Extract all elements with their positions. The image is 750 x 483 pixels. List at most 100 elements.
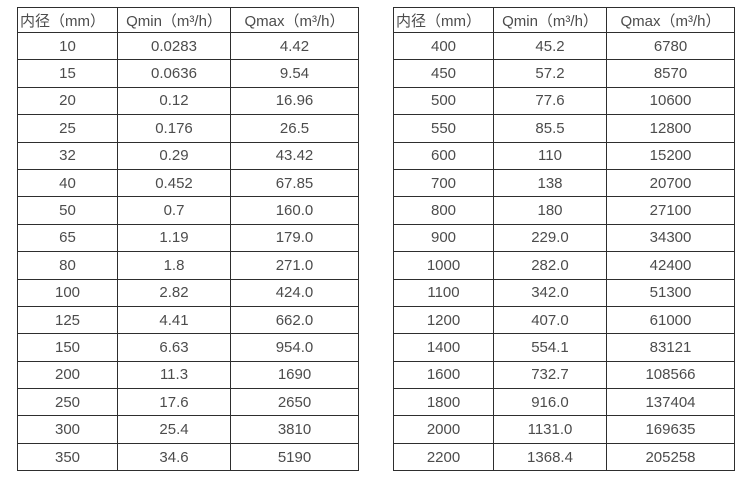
table-header-row: 内径（mm） Qmin（m³/h） Qmax（m³/h）: [17, 7, 359, 33]
cell-qmax: 83121: [606, 333, 735, 362]
cell-qmax: 27100: [606, 196, 735, 225]
table-row: 550 85.5 12800: [393, 114, 735, 143]
cell-diam: 100: [17, 278, 118, 307]
cell-diam: 400: [393, 31, 494, 61]
cell-qmin: 1368.4: [493, 442, 607, 472]
cell-diam: 300: [17, 415, 118, 444]
cell-qmin: 4.41: [117, 305, 231, 335]
cell-diam: 20: [17, 86, 118, 116]
cell-diam: 500: [393, 86, 494, 116]
cell-diam: 1800: [393, 388, 494, 417]
table-row: 10 0.0283 4.42: [17, 31, 359, 61]
cell-diam: 2000: [393, 415, 494, 444]
table-row: 800 180 27100: [393, 196, 735, 225]
cell-qmin: 1.8: [117, 251, 231, 280]
cell-qmax: 205258: [606, 442, 735, 472]
table-row: 50 0.7 160.0: [17, 196, 359, 225]
cell-qmax: 662.0: [230, 305, 359, 335]
cell-qmin: 0.452: [117, 168, 231, 198]
table-row: 300 25.4 3810: [17, 415, 359, 444]
cell-qmax: 2650: [230, 388, 359, 417]
table-row: 1800 916.0 137404: [393, 388, 735, 417]
cell-qmax: 424.0: [230, 278, 359, 307]
cell-qmax: 954.0: [230, 333, 359, 362]
table-row: 350 34.6 5190: [17, 442, 359, 472]
cell-qmax: 43.42: [230, 141, 359, 170]
table-header-left: 内径（mm） Qmin（m³/h） Qmax（m³/h）: [17, 7, 359, 33]
cell-qmax: 271.0: [230, 251, 359, 280]
cell-qmax: 160.0: [230, 196, 359, 225]
table-row: 900 229.0 34300: [393, 223, 735, 253]
table-row: 500 77.6 10600: [393, 86, 735, 116]
cell-diam: 15: [17, 59, 118, 88]
table-row: 1400 554.1 83121: [393, 333, 735, 362]
cell-diam: 900: [393, 223, 494, 253]
cell-qmin: 138: [493, 168, 607, 198]
flow-rate-tables-page: 内径（mm） Qmin（m³/h） Qmax（m³/h） 10 0.0283 4.42 1…: [17, 7, 735, 472]
table-body-right: 400 45.2 6780 450 57.2 8570 500 77.6 10600 550 85.…: [393, 31, 735, 472]
cell-qmin: 110: [493, 141, 607, 170]
cell-diam: 80: [17, 251, 118, 280]
cell-qmax: 8570: [606, 59, 735, 88]
table-row: 1200 407.0 61000: [393, 305, 735, 335]
table-row: 25 0.176 26.5: [17, 114, 359, 143]
table-row: 2000 1131.0 169635: [393, 415, 735, 444]
header-cell-qmax: Qmax（m³/h）: [230, 7, 359, 33]
cell-qmin: 11.3: [117, 360, 231, 390]
cell-diam: 150: [17, 333, 118, 362]
cell-diam: 40: [17, 168, 118, 198]
cell-diam: 200: [17, 360, 118, 390]
cell-qmax: 4.42: [230, 31, 359, 61]
cell-diam: 10: [17, 31, 118, 61]
cell-qmin: 229.0: [493, 223, 607, 253]
cell-qmin: 6.63: [117, 333, 231, 362]
cell-diam: 700: [393, 168, 494, 198]
cell-qmin: 85.5: [493, 114, 607, 143]
cell-diam: 450: [393, 59, 494, 88]
cell-diam: 350: [17, 442, 118, 472]
cell-qmax: 5190: [230, 442, 359, 472]
cell-qmax: 1690: [230, 360, 359, 390]
cell-diam: 1100: [393, 278, 494, 307]
table-header-right: 内径（mm） Qmin（m³/h） Qmax（m³/h）: [393, 7, 735, 33]
table-row: 1600 732.7 108566: [393, 360, 735, 390]
cell-diam: 65: [17, 223, 118, 253]
cell-diam: 250: [17, 388, 118, 417]
table-row: 125 4.41 662.0: [17, 305, 359, 335]
cell-qmax: 179.0: [230, 223, 359, 253]
table-row: 150 6.63 954.0: [17, 333, 359, 362]
flow-table-left: 内径（mm） Qmin（m³/h） Qmax（m³/h） 10 0.0283 4.42 1…: [17, 7, 359, 472]
cell-qmin: 916.0: [493, 388, 607, 417]
cell-qmin: 25.4: [117, 415, 231, 444]
cell-qmin: 34.6: [117, 442, 231, 472]
cell-qmax: 10600: [606, 86, 735, 116]
cell-qmin: 554.1: [493, 333, 607, 362]
table-row: 65 1.19 179.0: [17, 223, 359, 253]
header-cell-qmin: Qmin（m³/h）: [117, 7, 231, 33]
table-row: 15 0.0636 9.54: [17, 59, 359, 88]
table-row: 32 0.29 43.42: [17, 141, 359, 170]
cell-qmin: 1131.0: [493, 415, 607, 444]
cell-qmax: 20700: [606, 168, 735, 198]
cell-qmax: 26.5: [230, 114, 359, 143]
table-row: 400 45.2 6780: [393, 31, 735, 61]
cell-qmin: 77.6: [493, 86, 607, 116]
cell-qmin: 407.0: [493, 305, 607, 335]
cell-qmax: 9.54: [230, 59, 359, 88]
cell-qmin: 282.0: [493, 251, 607, 280]
table-row: 250 17.6 2650: [17, 388, 359, 417]
table-row: 450 57.2 8570: [393, 59, 735, 88]
cell-qmax: 12800: [606, 114, 735, 143]
cell-qmin: 180: [493, 196, 607, 225]
cell-qmin: 45.2: [493, 31, 607, 61]
cell-diam: 32: [17, 141, 118, 170]
cell-diam: 600: [393, 141, 494, 170]
cell-qmin: 0.0283: [117, 31, 231, 61]
cell-qmin: 17.6: [117, 388, 231, 417]
table-row: 80 1.8 271.0: [17, 251, 359, 280]
cell-qmax: 67.85: [230, 168, 359, 198]
cell-qmax: 6780: [606, 31, 735, 61]
table-row: 1100 342.0 51300: [393, 278, 735, 307]
table-row: 100 2.82 424.0: [17, 278, 359, 307]
cell-qmax: 169635: [606, 415, 735, 444]
